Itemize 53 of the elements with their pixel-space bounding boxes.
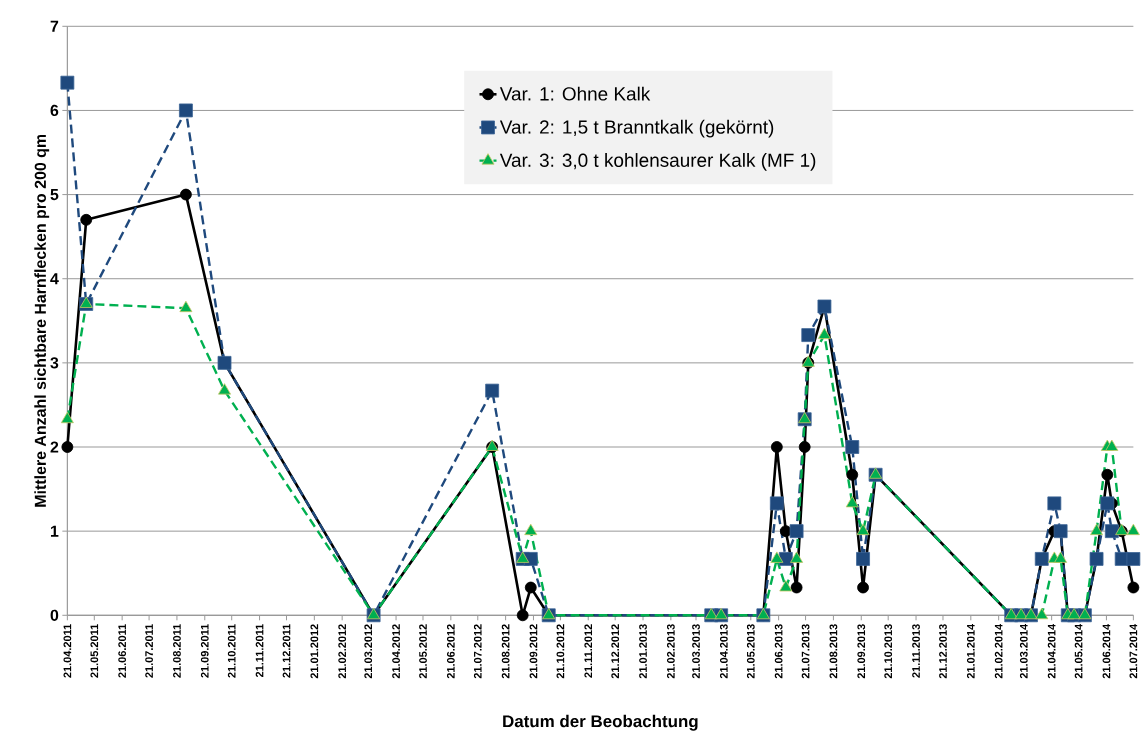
x-tick-label: 21.11.2012 — [584, 624, 593, 678]
x-tick-label: 21.08.2011 — [173, 624, 181, 678]
y-axis-title: Mittlere Anzahl sichtbare Harnflecken pro 200 qm — [34, 134, 50, 507]
x-tick-label: 21.04.2013 — [719, 624, 728, 679]
x-tick-label: 21.12.2013 — [939, 624, 947, 679]
x-tick-label: 21.03.2013 — [692, 624, 700, 679]
y-tick-label: 2 — [50, 441, 59, 453]
y-tick-label: 0 — [50, 609, 59, 621]
x-tick-label: 21.05.2012 — [419, 624, 427, 679]
x-tick-label: 21.06.2011 — [118, 624, 127, 678]
y-tick-label: 5 — [50, 189, 59, 201]
x-tick-label: 21.12.2012 — [611, 624, 620, 679]
legend-label: Var. 3: 3,0 t kohlensaurer Kalk (MF 1) — [499, 153, 816, 171]
x-tick-label: 21.03.2012 — [364, 624, 373, 679]
x-tick-label: 21.10.2012 — [556, 624, 565, 679]
x-tick-label: 21.04.2011 — [63, 624, 72, 678]
x-tick-label: 21.12.2011 — [282, 624, 291, 678]
x-tick-label: 21.02.2014 — [994, 623, 1003, 679]
x-tick-label: 21.06.2013 — [774, 624, 783, 679]
x-tick-label: 21.02.2013 — [666, 624, 675, 679]
x-tick-label: 21.07.2011 — [145, 624, 153, 678]
legend-label: Var. 1: Ohne Kalk — [499, 86, 651, 101]
x-tick-label: 21.02.2012 — [338, 624, 347, 679]
x-tick-label: 21.03.2014 — [1019, 623, 1028, 679]
y-tick-label: 7 — [50, 20, 59, 32]
y-tick-label: 1 — [50, 525, 59, 537]
x-tick-label: 21.05.2014 — [1074, 623, 1083, 679]
x-tick-label: 21.01.2012 — [310, 624, 319, 679]
x-tick-label: 21.01.2014 — [966, 623, 975, 679]
x-tick-label: 21.08.2013 — [829, 624, 838, 679]
y-tick-label: 3 — [50, 357, 59, 369]
x-tick-label: 21.10.2011 — [227, 624, 236, 678]
x-tick-label: 21.11.2013 — [912, 624, 920, 678]
x-axis-title: Datum der Beobachtung — [503, 714, 698, 731]
x-tick-label: 21.05.2013 — [746, 624, 755, 679]
legend-label: Var. 2: 1,5 t Branntkalk (gekörnt) — [499, 119, 774, 138]
y-tick-label: 6 — [50, 104, 59, 117]
x-tick-label: 21.04.2014 — [1047, 623, 1056, 679]
x-tick-label: 21.01.2013 — [639, 624, 647, 679]
x-tick-label: 21.06.2014 — [1102, 623, 1111, 679]
x-tick-label: 21.09.2012 — [529, 624, 538, 679]
x-tick-label: 21.06.2012 — [446, 624, 455, 679]
x-tick-label: 21.07.2013 — [801, 624, 810, 679]
x-tick-label: 21.11.2011 — [255, 624, 264, 678]
y-tick-label: 4 — [50, 273, 59, 285]
x-tick-label: 21.05.2011 — [90, 624, 99, 678]
x-tick-label: 21.09.2011 — [200, 624, 209, 678]
x-tick-label: 21.09.2013 — [857, 624, 866, 679]
x-tick-label: 21.08.2012 — [501, 624, 510, 679]
x-tick-label: 21.04.2012 — [392, 624, 400, 679]
x-tick-label: 21.07.2014 — [1129, 623, 1138, 679]
x-tick-label: 21.07.2012 — [473, 624, 482, 679]
x-tick-label: 21.10.2013 — [884, 624, 893, 679]
